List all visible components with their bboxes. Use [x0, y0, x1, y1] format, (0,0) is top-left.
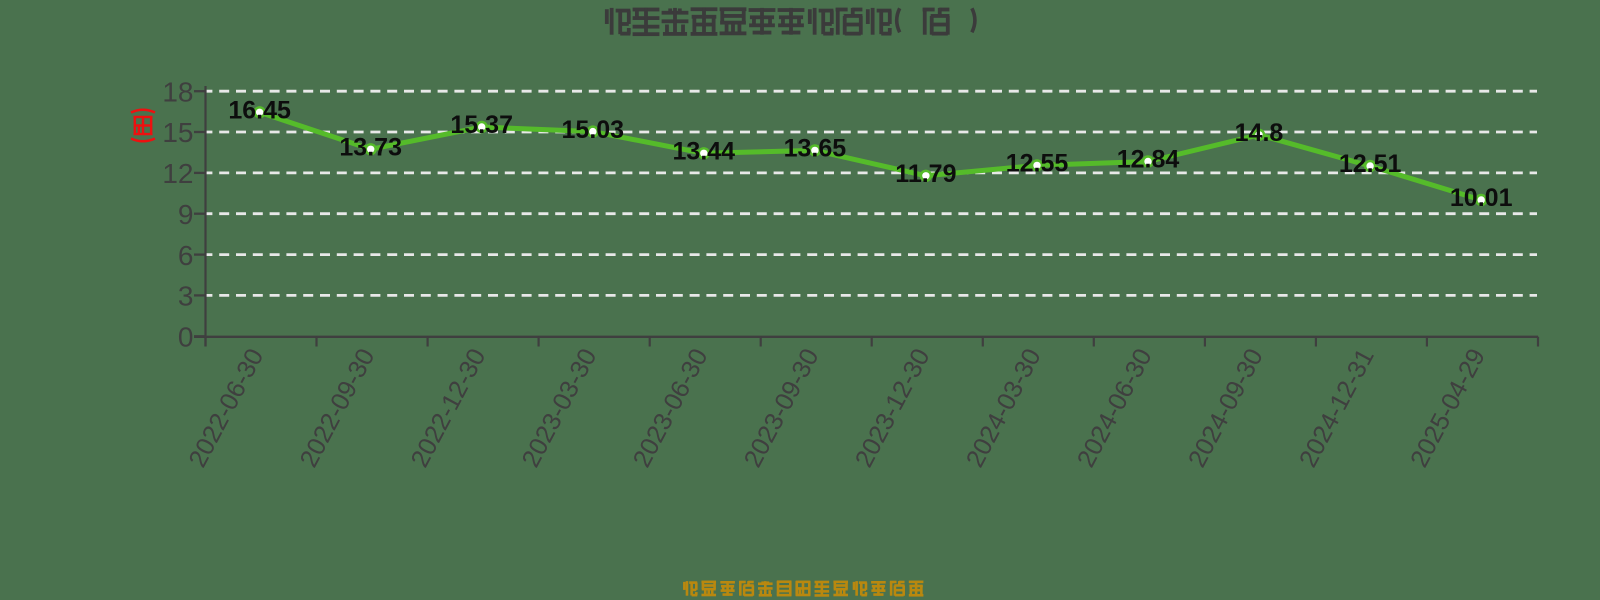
svg-text:12.55: 12.55: [1006, 150, 1069, 178]
svg-text:15.37: 15.37: [450, 111, 513, 139]
svg-text:14.8: 14.8: [1235, 119, 1284, 147]
svg-text:16.45: 16.45: [228, 97, 291, 125]
svg-text:6: 6: [178, 240, 194, 271]
svg-text:13.73: 13.73: [339, 134, 402, 162]
svg-text:13.65: 13.65: [784, 135, 847, 163]
svg-text:12.84: 12.84: [1117, 146, 1180, 174]
svg-text:0: 0: [178, 322, 194, 353]
svg-text:3: 3: [178, 281, 194, 312]
svg-text:15.03: 15.03: [562, 116, 625, 144]
svg-text:18: 18: [162, 76, 193, 107]
svg-text:10.01: 10.01: [1450, 184, 1513, 212]
svg-text:12: 12: [162, 158, 193, 189]
svg-text:12.51: 12.51: [1339, 150, 1402, 178]
svg-text:15: 15: [162, 117, 193, 148]
svg-text:9: 9: [178, 199, 194, 230]
svg-text:11.79: 11.79: [895, 160, 956, 188]
svg-text:13.44: 13.44: [673, 138, 736, 166]
